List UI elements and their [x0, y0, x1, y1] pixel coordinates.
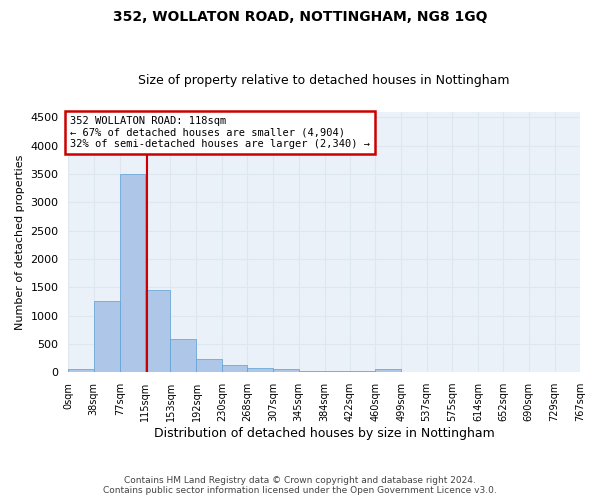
Bar	[170, 340, 196, 372]
Bar	[299, 370, 325, 372]
Bar	[375, 370, 401, 372]
Bar	[350, 370, 375, 372]
Title: Size of property relative to detached houses in Nottingham: Size of property relative to detached ho…	[139, 74, 510, 87]
Bar	[145, 290, 170, 372]
X-axis label: Distribution of detached houses by size in Nottingham: Distribution of detached houses by size …	[154, 427, 494, 440]
Bar	[196, 359, 222, 372]
Y-axis label: Number of detached properties: Number of detached properties	[15, 154, 25, 330]
Text: 352, WOLLATON ROAD, NOTTINGHAM, NG8 1GQ: 352, WOLLATON ROAD, NOTTINGHAM, NG8 1GQ	[113, 10, 487, 24]
Bar	[325, 370, 350, 372]
Bar	[222, 365, 247, 372]
Bar	[120, 174, 145, 372]
Bar	[94, 302, 120, 372]
Bar	[247, 368, 273, 372]
Bar	[273, 370, 299, 372]
Bar	[68, 370, 94, 372]
Text: 352 WOLLATON ROAD: 118sqm
← 67% of detached houses are smaller (4,904)
32% of se: 352 WOLLATON ROAD: 118sqm ← 67% of detac…	[70, 116, 370, 149]
Text: Contains HM Land Registry data © Crown copyright and database right 2024.
Contai: Contains HM Land Registry data © Crown c…	[103, 476, 497, 495]
